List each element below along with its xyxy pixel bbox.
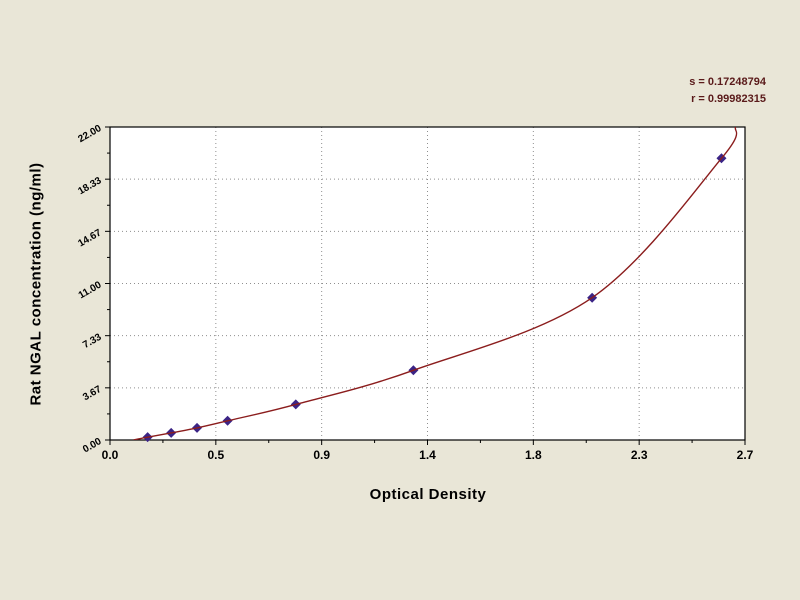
stat-correlation: r = 0.99982315	[691, 93, 766, 105]
x-axis-title: Optical Density	[369, 486, 487, 503]
svg-text:2.7: 2.7	[737, 448, 754, 462]
svg-text:0.00: 0.00	[81, 436, 104, 455]
svg-text:1.4: 1.4	[419, 448, 436, 462]
svg-text:11.00: 11.00	[77, 279, 104, 301]
svg-text:14.67: 14.67	[76, 227, 104, 249]
svg-text:3.67: 3.67	[81, 384, 104, 403]
y-axis-title: Rat NGAL concentration (ng/ml)	[27, 162, 45, 406]
svg-text:2.3: 2.3	[631, 448, 648, 462]
svg-text:0.9: 0.9	[313, 448, 330, 462]
svg-text:1.8: 1.8	[525, 448, 542, 462]
axes	[105, 126, 746, 445]
svg-text:22.00: 22.00	[76, 123, 104, 145]
fit-statistics: s = 0.17248794 r = 0.99982315	[689, 74, 766, 108]
fit-curve	[133, 127, 738, 440]
svg-text:0.0: 0.0	[102, 448, 119, 462]
svg-text:0.5: 0.5	[207, 448, 224, 462]
svg-text:7.33: 7.33	[81, 332, 104, 351]
svg-text:18.33: 18.33	[76, 175, 104, 197]
stat-standard-error: s = 0.17248794	[689, 76, 766, 88]
